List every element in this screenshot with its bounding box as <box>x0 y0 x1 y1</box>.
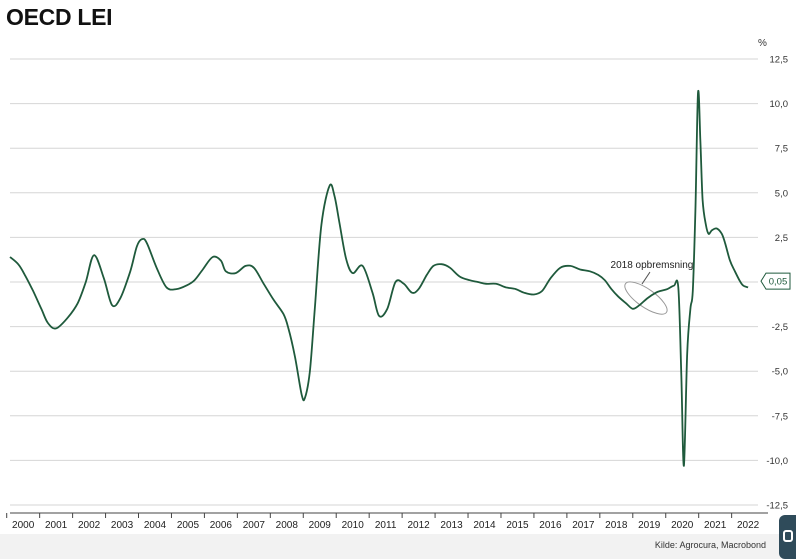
x-tick-label: 2010 <box>342 520 365 531</box>
gridlines <box>10 58 758 506</box>
y-tick-label: 12,5 <box>770 55 789 66</box>
chart-title: OECD LEI <box>6 4 113 30</box>
last-value-label: 0,05 <box>769 277 788 288</box>
y-tick-label: 7,5 <box>775 144 788 155</box>
x-tick-label: 2002 <box>78 520 101 531</box>
series-layer <box>9 89 749 467</box>
x-axis-labels: 2000 2001 2002 2003 2004 2005 2006 2007 2008 2009… <box>12 520 760 531</box>
annotation-ellipse <box>624 281 668 315</box>
y-tick-label: 10,0 <box>770 99 789 110</box>
x-tick-label: 2015 <box>506 520 529 531</box>
y-axis-labels: 12,5 10,0 7,5 5,0 2,5 -2,5 -5,0 -7,5 -10,0 -12,5 <box>766 55 788 512</box>
y-tick-label: 2,5 <box>775 233 788 244</box>
y-tick-label: 5,0 <box>775 188 788 199</box>
x-tick-label: 2018 <box>605 520 628 531</box>
y-tick-label: -12,5 <box>766 501 788 512</box>
x-tick-label: 2007 <box>243 520 266 531</box>
x-tick-label: 2012 <box>407 520 430 531</box>
x-tick-label: 2019 <box>638 520 661 531</box>
line-chart: 12,510,07,55,02,5-2,5-5,0-7,5-10,0-12,5 … <box>6 38 791 531</box>
x-tick-label: 2020 <box>671 520 694 531</box>
x-tick-label: 2004 <box>144 520 167 531</box>
source-note: Kilde: Agrocura, Macrobond <box>654 540 766 550</box>
corner-logo-icon <box>779 515 796 559</box>
y-tick-label: -10,0 <box>766 456 788 467</box>
x-tick-label: 2016 <box>539 520 562 531</box>
x-tick-label: 2000 <box>12 520 35 531</box>
y-tick-label: -2,5 <box>772 322 788 333</box>
x-tick-label: 2021 <box>704 520 727 531</box>
x-tick-label: 2009 <box>309 520 332 531</box>
annotation-label: 2018 opbremsning <box>611 260 694 271</box>
x-tick-label: 2013 <box>440 520 463 531</box>
x-tick-label: 2001 <box>45 520 68 531</box>
y-tick-label: -5,0 <box>772 367 788 378</box>
footer-bar: Kilde: Agrocura, Macrobond <box>0 534 796 559</box>
x-tick-label: 2003 <box>111 520 134 531</box>
x-tick-label: 2022 <box>737 520 760 531</box>
annotation: 2018 opbremsning <box>611 260 694 315</box>
series-line <box>9 89 749 467</box>
y-tick-label: -7,5 <box>772 411 788 422</box>
last-value-badge-box <box>760 272 791 290</box>
x-tick-label: 2008 <box>276 520 299 531</box>
last-value-badge: 0,05 <box>760 272 791 290</box>
x-tick-label: 2017 <box>572 520 595 531</box>
x-tick-label: 2011 <box>375 520 397 531</box>
y-axis-unit-label: % <box>758 38 767 49</box>
x-tick-label: 2006 <box>210 520 233 531</box>
x-tick-label: 2005 <box>177 520 200 531</box>
x-tick-label: 2014 <box>473 520 496 531</box>
x-axis <box>6 512 768 518</box>
annotation-callout <box>641 271 651 285</box>
